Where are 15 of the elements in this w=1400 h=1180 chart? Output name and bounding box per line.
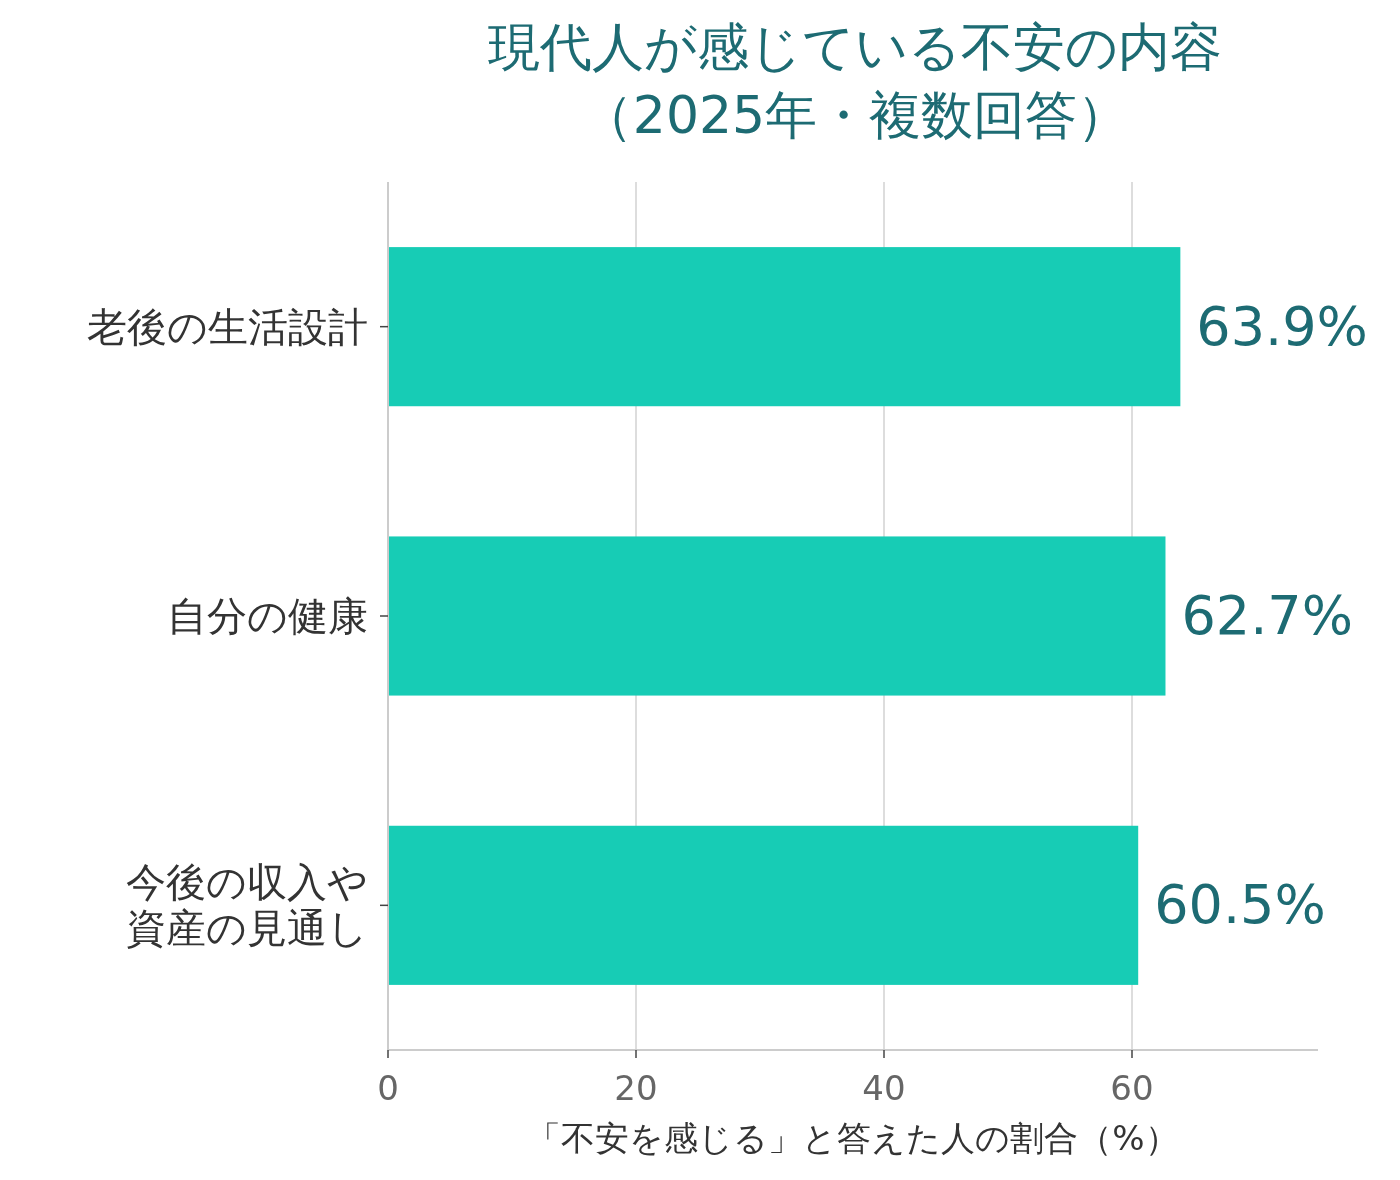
bar: [388, 247, 1181, 407]
x-tick-label: 20: [614, 1068, 658, 1108]
bar: [388, 825, 1139, 985]
data-label: 60.5%: [1154, 873, 1326, 937]
data-label: 62.7%: [1181, 584, 1354, 647]
x-axis-title: 「不安を感じる」と答えた人の割合（%）: [527, 1118, 1179, 1158]
bar: [388, 536, 1166, 696]
x-tick-label: 40: [862, 1068, 906, 1108]
x-tick-label: 60: [1110, 1068, 1154, 1108]
chart-title: 現代人が感じている不安の内容（2025年・複数回答）: [488, 17, 1222, 145]
y-tick-label: 自分の健康: [167, 593, 368, 639]
data-label: 63.9%: [1196, 294, 1368, 358]
x-tick-label: 0: [377, 1068, 399, 1108]
y-tick-label: 今後の収入や資産の見通し: [126, 859, 368, 952]
y-tick-label: 老後の生活設計: [87, 303, 368, 350]
